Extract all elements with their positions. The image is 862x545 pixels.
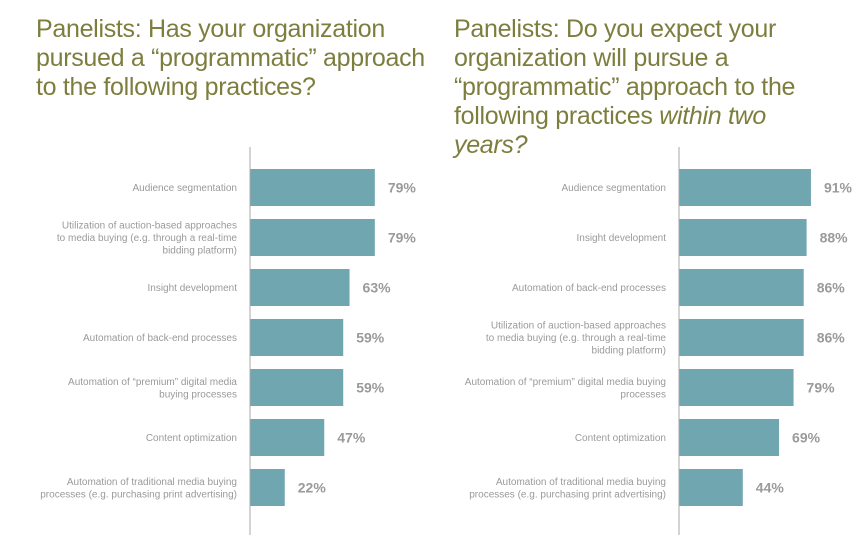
bar	[679, 369, 794, 406]
value-label: 79%	[388, 180, 417, 196]
value-label: 79%	[807, 380, 836, 396]
bar	[250, 419, 325, 456]
bar-chart-left: 79% Audience segmentation 79% Utilization o…	[40, 147, 417, 535]
category-label: Insight development	[147, 283, 237, 294]
category-label: Automation of back-end processes	[83, 333, 237, 344]
value-label: 44%	[756, 480, 785, 496]
value-label: 69%	[792, 430, 821, 446]
title-line: Panelists: Do you expect your	[454, 15, 777, 43]
value-label: 63%	[363, 280, 392, 296]
bar	[679, 219, 807, 256]
value-label: 59%	[356, 380, 385, 396]
bar	[679, 269, 804, 306]
bar	[679, 319, 804, 356]
bar	[250, 319, 344, 356]
bar	[250, 369, 344, 406]
category-label: Insight development	[576, 233, 666, 244]
value-label: 88%	[820, 230, 849, 246]
value-label: 86%	[817, 330, 846, 346]
bar	[250, 269, 350, 306]
category-label: Automation of traditional media buying pr…	[40, 477, 237, 501]
chart-title-right: Panelists: Do you expect your organizati…	[454, 15, 844, 160]
category-label: Automation of “premium” digital media buy…	[68, 377, 237, 401]
bar	[250, 219, 375, 256]
category-label: Automation of “premium” digital media bu…	[465, 377, 666, 401]
category-label: Audience segmentation	[132, 183, 237, 194]
title-line: organization will pursue a	[454, 44, 729, 72]
category-label: Automation of back-end processes	[512, 283, 666, 294]
category-label: Automation of traditional media buying pr…	[469, 477, 666, 501]
title-line-text: following practices	[454, 102, 660, 130]
value-label: 86%	[817, 280, 846, 296]
bar	[679, 169, 811, 206]
title-line: pursued a “programmatic” approach	[36, 44, 425, 72]
chart-panel-left: Panelists: Has your organization pursued…	[36, 15, 426, 535]
bar	[250, 169, 375, 206]
bar-chart-right: 91% Audience segmentation 88% Insight devel…	[465, 147, 853, 535]
value-label: 47%	[337, 430, 366, 446]
category-label: Audience segmentation	[561, 183, 666, 194]
value-label: 22%	[298, 480, 327, 496]
value-label: 59%	[356, 330, 385, 346]
bar	[679, 469, 743, 506]
bar	[679, 419, 780, 456]
chart-panel-right: Panelists: Do you expect your organizati…	[431, 0, 862, 545]
title-emphasis: within two years?	[454, 102, 766, 159]
title-line: to the following practices?	[36, 73, 316, 101]
category-label: Content optimization	[575, 433, 666, 444]
title-line: following practices within two years?	[454, 102, 844, 160]
category-label: Utilization of auction-based approaches t…	[57, 221, 238, 257]
bar	[250, 469, 285, 506]
category-label: Content optimization	[146, 433, 237, 444]
chart-title-left: Panelists: Has your organization pursued…	[36, 15, 426, 102]
title-line: Panelists: Has your organization	[36, 15, 385, 43]
category-label: Utilization of auction-based approaches t…	[486, 321, 667, 357]
value-label: 79%	[388, 230, 417, 246]
value-label: 91%	[824, 180, 853, 196]
title-line: “programmatic” approach to the	[454, 73, 796, 101]
